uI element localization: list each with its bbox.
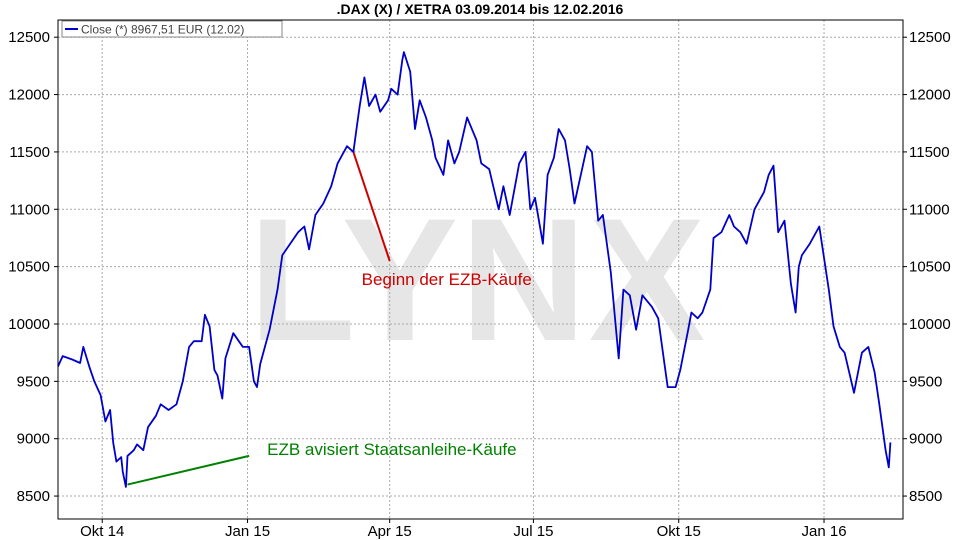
y-tick-label-left: 12000 <box>8 87 50 104</box>
y-tick-label-right: 8500 <box>909 488 942 505</box>
legend: Close (*) 8967,51 EUR (12.02) <box>61 20 283 38</box>
x-tick-label: Jul 15 <box>513 523 553 540</box>
x-tick-label: Apr 15 <box>368 523 412 540</box>
y-tick-label-left: 9500 <box>17 373 50 390</box>
watermark-text: LYNX <box>249 183 708 378</box>
y-tick-label-left: 11000 <box>9 201 50 218</box>
y-tick-label-right: 11000 <box>909 201 950 218</box>
gridlines <box>58 20 903 519</box>
x-tick-label: Jan 15 <box>225 523 270 540</box>
legend-box <box>61 20 283 38</box>
y-tick-label-left: 12500 <box>8 29 50 46</box>
x-tick-label: Okt 14 <box>80 523 124 540</box>
y-tick-label-right: 10000 <box>909 316 951 333</box>
x-tick-label: Jan 16 <box>802 523 847 540</box>
y-tick-label-right: 12000 <box>909 87 951 104</box>
y-tick-label-left: 10000 <box>8 316 50 333</box>
y-tick-label-right: 11500 <box>909 144 950 161</box>
annotation-line <box>352 151 391 262</box>
y-tick-label-left: 10500 <box>8 259 50 276</box>
x-tick-label: Okt 15 <box>657 523 701 540</box>
series-line-close <box>57 51 892 488</box>
annotations: Beginn der EZB-Käufe EZB avisiert Staatsa… <box>127 151 532 486</box>
annotation-line <box>127 454 250 486</box>
legend-label: Close (*) 8967,51 EUR (12.02) <box>81 23 244 37</box>
y-tick-label-right: 9000 <box>909 431 942 448</box>
y-tick-label-right: 9500 <box>909 373 942 390</box>
y-tick-label-right: 10500 <box>909 259 951 276</box>
chart-title: .DAX (X) / XETRA 03.09.2014 bis 12.02.20… <box>337 1 624 17</box>
axis-ticks: 8500 8500 9000 9000 9500 9500 10000 10000 10500 1… <box>8 29 950 540</box>
y-tick-label-left: 9000 <box>17 431 50 448</box>
plot-frame <box>57 19 904 520</box>
annotation-label: EZB avisiert Staatsanleihe-Käufe <box>267 440 516 459</box>
y-tick-label-left: 8500 <box>17 488 50 505</box>
annotation-label: Beginn der EZB-Käufe <box>362 270 532 289</box>
y-tick-label-right: 12500 <box>909 29 951 46</box>
y-tick-label-left: 11500 <box>9 144 50 161</box>
